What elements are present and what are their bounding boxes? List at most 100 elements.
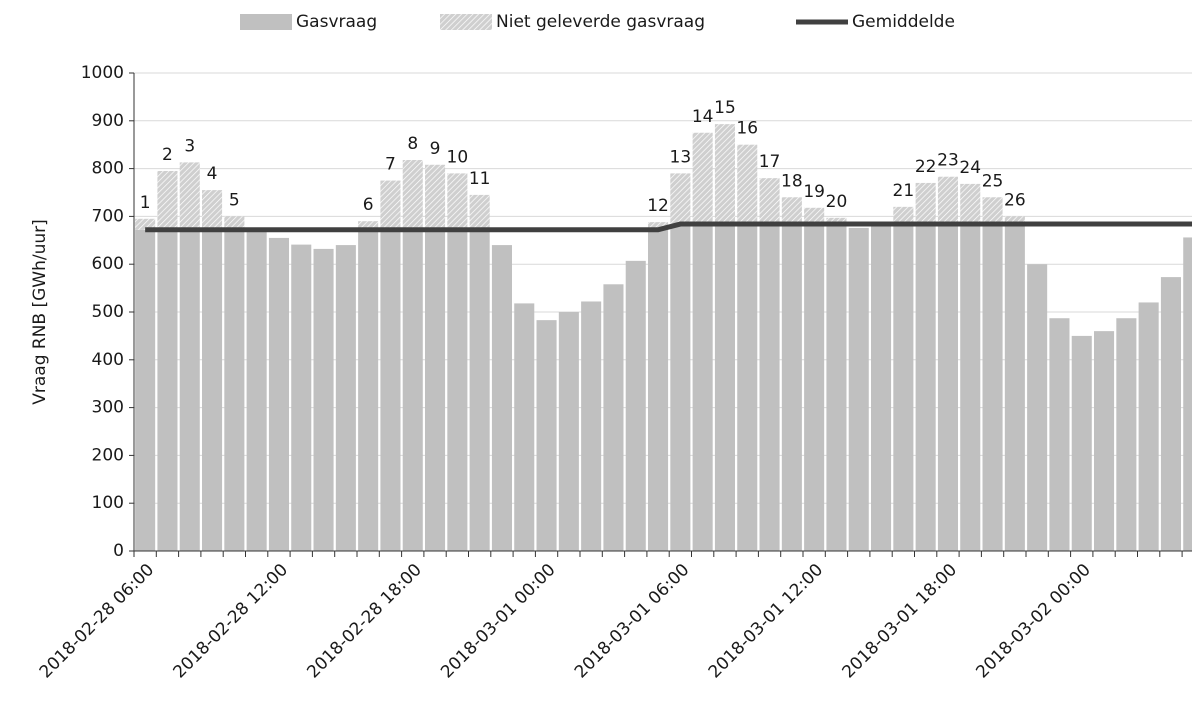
- bar: [960, 224, 981, 551]
- bar: [1027, 264, 1048, 551]
- hatched-bar: [759, 178, 780, 225]
- hatched-bar: [202, 190, 223, 230]
- y-axis-title: Vraag RNB [GWh/uur]: [30, 219, 50, 405]
- hatched-bar: [937, 176, 958, 225]
- x-tick-label: 2018-03-01 00:00: [437, 560, 559, 682]
- x-tick-label: 2018-03-01 06:00: [571, 560, 693, 682]
- y-tick-label: 600: [92, 254, 124, 274]
- bar-label: 16: [736, 119, 758, 139]
- legend-swatch: [240, 14, 292, 30]
- bar: [848, 227, 869, 551]
- bar-label: 11: [469, 169, 491, 189]
- bar-label: 23: [937, 151, 959, 171]
- x-tick-label: 2018-03-01 12:00: [705, 560, 827, 682]
- hatched-bar: [648, 222, 669, 230]
- bar: [335, 245, 356, 551]
- bar-label: 25: [982, 171, 1004, 191]
- bar-label: 8: [407, 134, 418, 154]
- legend-item: Gemiddelde: [796, 12, 955, 32]
- bar: [804, 224, 825, 551]
- y-tick-label: 100: [92, 493, 124, 513]
- bar-label: 20: [826, 192, 848, 212]
- bar-label: 24: [959, 158, 981, 178]
- x-tick-label: 2018-02-28 12:00: [170, 560, 292, 682]
- bar-label: 14: [692, 107, 714, 127]
- hatched-bar: [469, 194, 490, 230]
- hatched-bar: [781, 197, 802, 225]
- bar: [358, 229, 379, 551]
- hatched-bar: [179, 162, 200, 230]
- bar: [1094, 331, 1115, 551]
- y-tick-label: 300: [92, 398, 124, 418]
- hatched-bar: [915, 182, 936, 225]
- bar: [135, 229, 156, 551]
- bar: [781, 224, 802, 551]
- bar: [157, 229, 178, 551]
- bar-label: 1: [140, 193, 151, 213]
- bar: [670, 224, 691, 551]
- bar-label: 10: [447, 147, 469, 167]
- y-tick-label: 200: [92, 445, 124, 465]
- hatched-bar: [447, 173, 468, 230]
- bar: [425, 229, 446, 551]
- bar-label: 18: [781, 171, 803, 191]
- bar: [603, 284, 624, 551]
- bar: [1160, 277, 1181, 551]
- bar-label: 9: [430, 139, 441, 159]
- y-tick-label: 500: [92, 302, 124, 322]
- hatched-bar: [960, 183, 981, 225]
- bar-label: 21: [893, 181, 915, 201]
- hatched-bar: [692, 132, 713, 225]
- x-tick-label: 2018-02-28 18:00: [303, 560, 425, 682]
- bar: [737, 224, 758, 551]
- legend-item: Gasvraag: [240, 12, 377, 32]
- bar: [692, 224, 713, 551]
- bar: [937, 224, 958, 551]
- legend-swatch: [440, 14, 492, 30]
- hatched-bar: [135, 218, 156, 230]
- bar: [982, 224, 1003, 551]
- hatched-bar: [224, 216, 245, 230]
- bar: [581, 301, 602, 551]
- bar-label: 13: [670, 147, 692, 167]
- bar-label: 7: [385, 155, 396, 175]
- bar-label: 12: [647, 196, 669, 216]
- bar: [1049, 318, 1070, 551]
- mean-line: [145, 221, 1192, 233]
- bar: [648, 229, 669, 551]
- bar: [491, 245, 512, 551]
- x-tick-label: 2018-02-28 06:00: [36, 560, 158, 682]
- bar: [759, 224, 780, 551]
- y-tick-label: 1000: [81, 63, 124, 83]
- bar: [380, 229, 401, 551]
- hatched-bar: [982, 197, 1003, 225]
- y-tick-label: 900: [92, 111, 124, 131]
- bar: [1116, 318, 1137, 551]
- bar: [291, 244, 312, 552]
- bar: [558, 312, 579, 551]
- bar: [536, 320, 557, 551]
- y-tick-label: 800: [92, 159, 124, 179]
- legend-label: Gemiddelde: [852, 12, 955, 32]
- bar: [469, 229, 490, 551]
- bar: [893, 224, 914, 551]
- bar: [179, 229, 200, 551]
- hatched-bar: [1004, 216, 1025, 225]
- hatched-bar: [826, 217, 847, 225]
- bar: [625, 260, 646, 551]
- bar-label: 2: [162, 145, 173, 165]
- bar: [1138, 302, 1159, 551]
- bar: [402, 229, 423, 551]
- bar-label: 22: [915, 157, 937, 177]
- bar-label: 3: [184, 136, 195, 156]
- hatched-bar: [402, 159, 423, 230]
- bar: [826, 224, 847, 551]
- bar: [514, 303, 535, 551]
- hatched-bar: [358, 221, 379, 230]
- bar-label: 4: [207, 164, 218, 184]
- bar-label: 5: [229, 190, 240, 210]
- hatched-bar: [380, 180, 401, 230]
- bar: [268, 237, 289, 551]
